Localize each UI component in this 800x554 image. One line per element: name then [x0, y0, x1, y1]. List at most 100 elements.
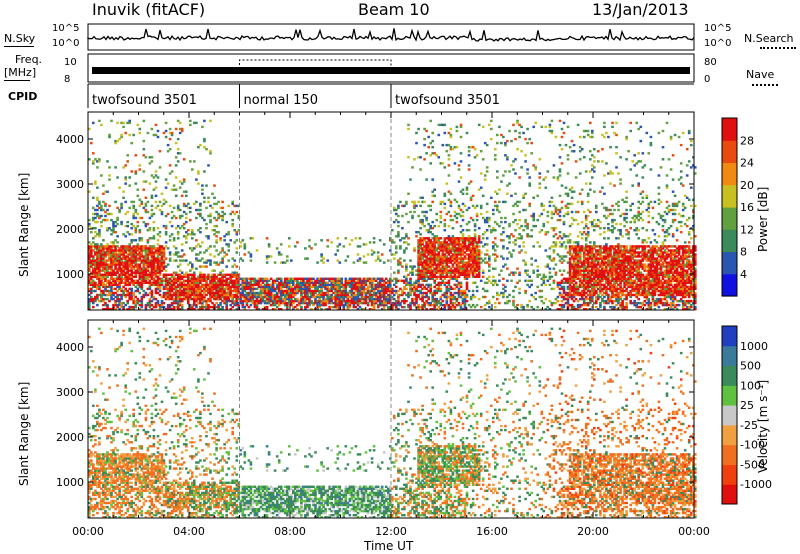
- power-cell: [435, 287, 438, 291]
- power-cell: [88, 283, 91, 287]
- power-cell: [435, 249, 438, 252]
- power-cell: [324, 301, 327, 305]
- power-cell: [164, 287, 168, 291]
- power-cell: [271, 285, 275, 289]
- power-cell: [221, 275, 224, 278]
- power-cell: [217, 291, 220, 295]
- power-cell: [453, 297, 457, 301]
- power-cell: [364, 299, 368, 303]
- power-cell: [526, 269, 529, 272]
- power-cell: [483, 281, 487, 284]
- power-cell: [150, 303, 154, 307]
- power-cell: [259, 301, 263, 305]
- power-cell: [548, 247, 552, 250]
- power-cell: [332, 283, 335, 287]
- power-cell: [148, 291, 152, 295]
- power-cell: [195, 289, 198, 293]
- power-cell: [168, 172, 172, 175]
- power-cell: [96, 186, 99, 189]
- power-cell: [368, 285, 372, 289]
- power-cell: [108, 257, 111, 260]
- power-cell: [419, 239, 422, 242]
- power-cell: [409, 287, 412, 291]
- power-cell: [306, 297, 309, 301]
- power-cell: [130, 289, 133, 293]
- power-cell: [496, 170, 499, 173]
- power-cell: [336, 285, 340, 289]
- power-cell: [112, 291, 115, 295]
- power-cell: [362, 261, 366, 264]
- power-cell: [170, 131, 174, 135]
- power-cell: [554, 301, 558, 305]
- power-cell: [479, 261, 483, 264]
- power-cell: [189, 308, 192, 311]
- power-cell: [463, 295, 467, 299]
- power-cell: [429, 141, 432, 145]
- power-cell: [189, 206, 192, 210]
- power-cell: [223, 299, 226, 303]
- power-cell: [417, 283, 420, 287]
- power-cell: [134, 231, 138, 234]
- power-cell: [156, 299, 160, 303]
- power-cell: [498, 210, 501, 214]
- power-cell: [239, 295, 243, 299]
- power-cell: [180, 255, 184, 258]
- power-cell: [114, 301, 117, 305]
- power-cell: [134, 216, 138, 220]
- power-cell: [413, 210, 416, 214]
- power-cell: [124, 255, 127, 258]
- power-cell: [449, 257, 453, 260]
- power-cell: [411, 289, 414, 293]
- power-cell: [229, 285, 232, 289]
- power-cell: [415, 301, 418, 305]
- power-cell: [490, 308, 493, 311]
- power-cell: [485, 218, 489, 222]
- power-cell: [215, 202, 218, 206]
- power-cell: [492, 229, 495, 232]
- power-cell: [437, 261, 441, 264]
- power-cell: [187, 287, 190, 291]
- power-cell: [425, 271, 428, 274]
- power-cell: [407, 220, 410, 224]
- power-cell: [316, 289, 319, 293]
- power-cell: [96, 303, 99, 307]
- power-cell: [380, 289, 384, 293]
- power-cell: [160, 249, 164, 252]
- power-cell: [90, 259, 93, 262]
- power-cell: [473, 229, 477, 232]
- power-cell: [136, 289, 140, 293]
- power-cell: [134, 265, 138, 268]
- power-cell: [380, 291, 384, 295]
- power-cell: [120, 277, 123, 280]
- power-cell: [530, 283, 533, 287]
- power-cell: [439, 210, 443, 214]
- power-cell: [211, 285, 214, 289]
- date-title: 13/Jan/2013: [592, 0, 689, 19]
- power-cell: [451, 227, 455, 230]
- power-cell: [364, 277, 368, 280]
- power-cell: [370, 299, 374, 303]
- power-cell: [118, 281, 121, 284]
- power-cell: [156, 249, 160, 252]
- power-cell: [508, 299, 511, 303]
- power-cell: [397, 271, 400, 274]
- power-cell: [300, 287, 303, 291]
- power-cell: [189, 210, 192, 214]
- power-cell: [290, 287, 293, 291]
- power-cell: [166, 281, 170, 284]
- power-cell: [455, 275, 459, 278]
- power-cell: [116, 283, 119, 287]
- power-cell: [441, 259, 445, 262]
- power-cell: [217, 293, 220, 297]
- power-cell: [397, 299, 400, 303]
- power-cell: [126, 271, 129, 274]
- power-cell: [461, 265, 465, 268]
- power-cell: [108, 293, 111, 297]
- power-cell: [223, 235, 226, 238]
- power-cell: [457, 247, 461, 250]
- power-cell: [455, 267, 459, 270]
- power-cell: [104, 245, 107, 248]
- power-cell: [178, 269, 182, 272]
- power-cell: [542, 301, 546, 305]
- power-cell: [116, 289, 119, 293]
